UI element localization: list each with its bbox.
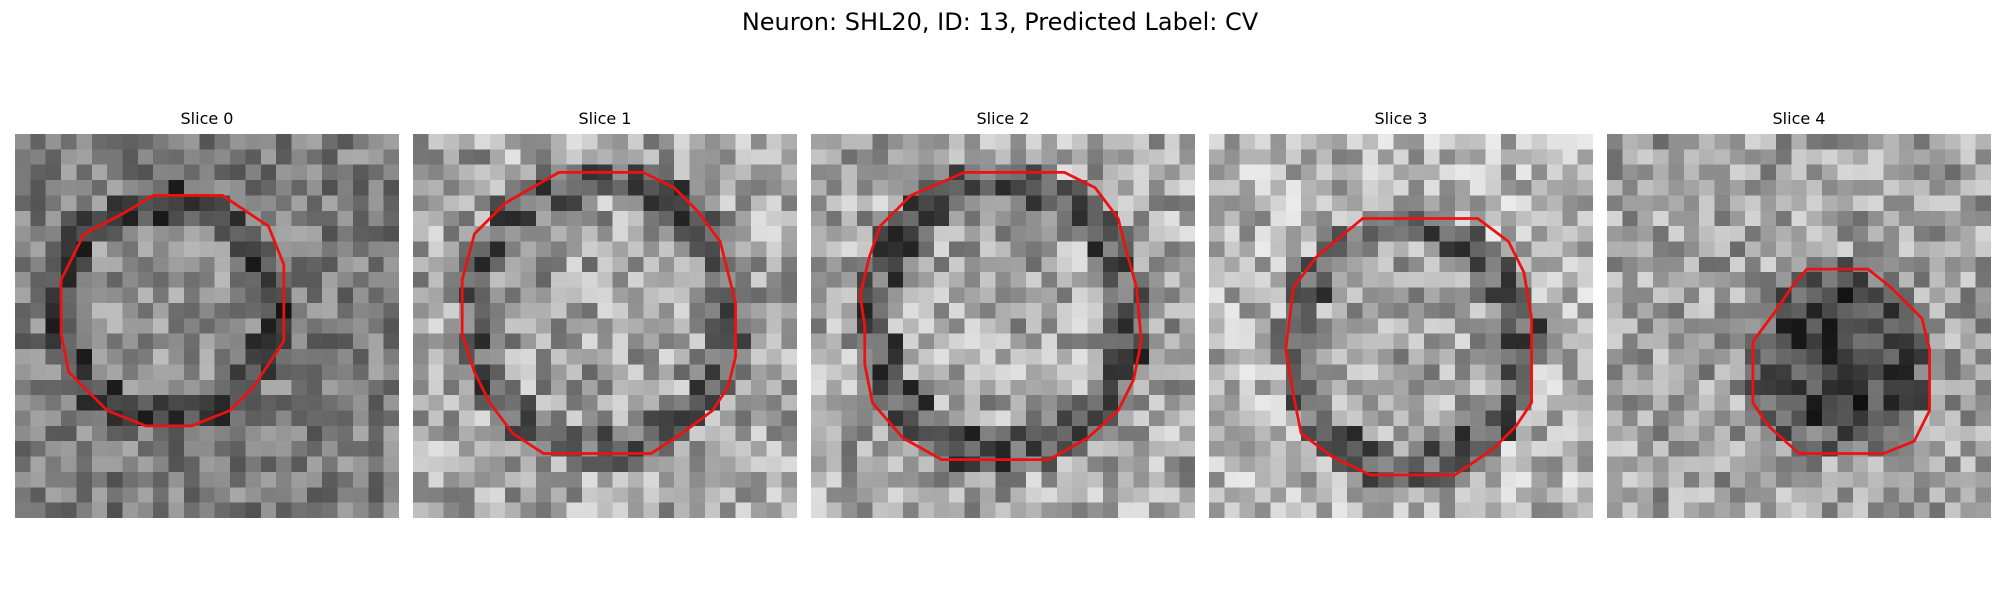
slice-panel-4: Slice 4 [1607, 108, 1991, 518]
roi-contour-0 [59, 194, 286, 428]
roi-contour-2 [858, 171, 1143, 462]
figure-title: Neuron: SHL20, ID: 13, Predicted Label: … [741, 8, 1259, 36]
slice-image-4 [1607, 134, 1991, 518]
slice-image-2 [811, 134, 1195, 518]
pixel-grid-2 [811, 134, 1195, 518]
pixel-grid-0 [15, 134, 399, 518]
slice-panel-1: Slice 1 [413, 108, 797, 518]
slice-title-4: Slice 4 [1772, 109, 1826, 128]
slice-image-0 [15, 134, 399, 518]
pixel-grid-3 [1209, 134, 1593, 518]
roi-contour-4 [1751, 267, 1931, 455]
pixel-grid-4 [1607, 134, 1991, 518]
slice-title-3: Slice 3 [1374, 109, 1428, 128]
slice-title-1: Slice 1 [578, 109, 632, 128]
slice-image-3 [1209, 134, 1593, 518]
slice-image-1 [413, 134, 797, 518]
pixel-grid-1 [413, 134, 797, 518]
slice-panel-0: Slice 0 [15, 108, 399, 518]
slice-panel-2: Slice 2 [811, 108, 1195, 518]
roi-contour-3 [1284, 217, 1533, 477]
slice-title-0: Slice 0 [180, 109, 234, 128]
slice-panel-3: Slice 3 [1209, 108, 1593, 518]
roi-contour-1 [460, 171, 737, 455]
slice-title-2: Slice 2 [976, 109, 1030, 128]
